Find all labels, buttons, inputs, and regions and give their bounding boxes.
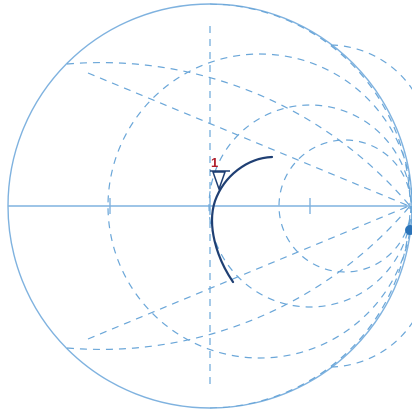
reactance-arc-x05-upper bbox=[66, 61, 411, 207]
reactance-arc-x1-upper bbox=[209, 3, 411, 207]
upper-diagonal-guide bbox=[87, 72, 410, 207]
edge-highlight-dot bbox=[405, 225, 412, 235]
reactance-arc-x05-lower bbox=[66, 205, 411, 351]
marker-label: 1 bbox=[211, 155, 218, 170]
reactance-arc-x2-lower bbox=[330, 205, 412, 368]
reactance-arc-x1-lower bbox=[209, 205, 411, 409]
marker-triangle-icon bbox=[211, 171, 227, 192]
resistance-circle-r2 bbox=[278, 139, 412, 273]
marker-1[interactable]: 1 bbox=[210, 155, 230, 192]
resistance-circle-r05 bbox=[107, 53, 412, 359]
lower-diagonal-guide bbox=[87, 205, 410, 340]
impedance-trace bbox=[211, 155, 274, 284]
reactance-arc-x2-upper bbox=[330, 44, 412, 207]
